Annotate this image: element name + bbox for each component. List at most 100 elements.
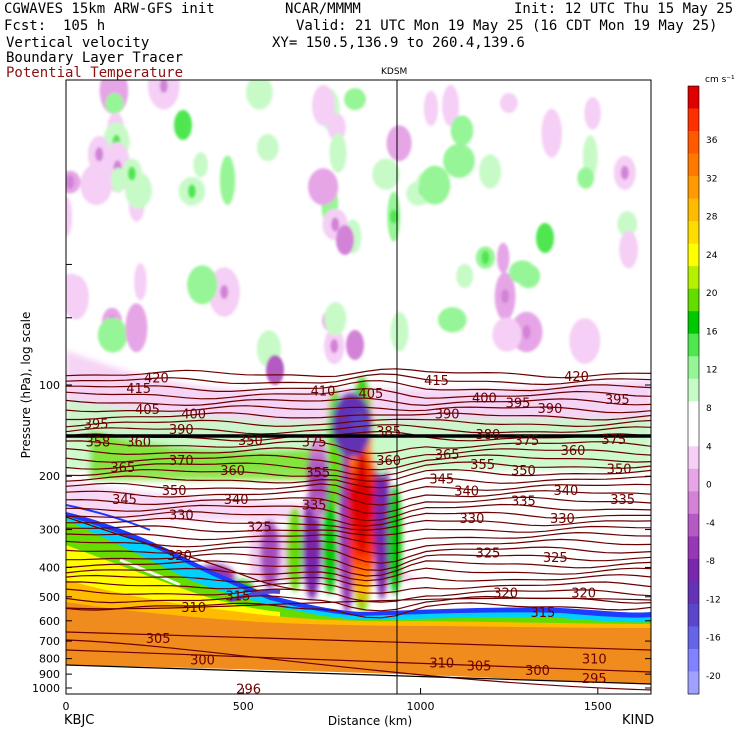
theta-label: 360 [220,464,245,479]
theta-label: 360 [376,454,401,469]
theta-contour-low [66,649,651,673]
theta-label: 415 [126,382,151,397]
theta-label: 390 [169,423,194,438]
theta-contour [66,560,651,577]
colorbar-swatch [688,288,699,312]
wave-blob [577,167,595,189]
theta-label: 300 [190,653,215,668]
colorbar-tick-label: 36 [706,136,718,146]
theta-contour-low [66,639,651,691]
theta-label: 340 [224,493,249,508]
theta-label: 355 [470,458,495,473]
theta-label: 365 [435,448,460,463]
wave-blob [66,275,89,320]
colorbar-swatch [688,378,699,402]
colorbar-swatch [688,468,699,492]
wave-blob [619,230,638,269]
colorbar-unit: cm s⁻¹ [705,75,735,85]
theta-label: 300 [525,664,550,679]
colorbar-swatch [688,221,699,245]
theta-contour [66,496,651,515]
wave-blob [442,84,459,127]
field-label-boundary-layer-tracer: Boundary Layer Tracer [6,50,184,66]
theta-contour [66,503,651,522]
theta-label: 395 [605,393,630,408]
theta-label: 340 [553,484,578,499]
theta-contour [66,489,651,506]
wave-blob [390,311,409,352]
theta-label: 365 [110,461,135,476]
theta-label: 320 [167,549,192,564]
colorbar-tick-label: 32 [706,174,717,184]
theta-contour [66,440,651,455]
colorbar-swatch [688,558,699,582]
theta-contour [66,567,651,582]
theta-label: 320 [571,586,596,601]
wave-blob [438,307,467,333]
theta-contour [66,581,651,594]
theta-label: 395 [506,396,531,411]
wave-blob [308,168,339,206]
theta-label: 315 [530,606,555,621]
y-tick-label: 1000 [32,682,60,695]
colorbar-swatch [688,311,699,335]
wave-blob [509,260,536,284]
theta-contour [66,602,651,619]
theta-contour [66,553,651,571]
field-label-vertical-velocity: Vertical velocity [6,35,150,51]
theta-contour [66,380,651,392]
colorbar-swatch [688,153,699,177]
colorbar-swatch [688,581,699,605]
wave-blob [256,133,279,162]
wave-blob [497,242,510,274]
colorbar-swatch [688,176,699,200]
colorbar-swatch [688,603,699,627]
theta-contour [66,546,651,564]
theta-label: 335 [511,494,536,509]
colorbar-tick-label: -20 [706,672,721,682]
wave-blob [327,113,346,142]
colorbar-swatch [688,491,699,515]
wave-blob [584,97,601,130]
theta-contour-low [66,631,651,651]
wave-blob-core [187,184,196,199]
wave-blob [312,85,336,126]
theta-label: 305 [146,632,171,647]
theta-contour [66,482,651,497]
plot-frame [65,79,652,695]
wave-blob [187,265,218,305]
theta-label: 350 [511,464,536,479]
x-tick-label: 0 [63,700,70,713]
colorbar-swatch [688,243,699,267]
wave-blob [450,115,474,146]
theta-label: 350 [162,484,187,499]
theta-label: 295 [582,672,607,687]
colorbar-swatch [688,513,699,537]
colorbar-swatch [688,108,699,132]
theta-label: 310 [429,656,454,671]
theta-label: 330 [460,512,485,527]
wave-blob-core [159,80,168,93]
wave-blob-strong [174,110,192,140]
y-axis-label: Pressure (hPa), log scale [19,312,33,459]
wave-blob [423,90,439,126]
theta-contour [66,397,651,407]
forecast-hour: Fcst: 105 h [4,18,106,34]
colorbar-tick-label: 24 [706,251,718,261]
wave-blob [569,318,601,364]
theta-label: 310 [582,652,607,667]
colorbar-swatch [688,131,699,155]
wave-blob-core [501,289,510,304]
theta-label: 345 [429,472,454,487]
wave-blob-core [522,325,531,339]
wave-blob [66,196,73,237]
theta-label: 405 [358,387,383,402]
wave-blob-core [127,166,136,181]
theta-contour [66,538,651,555]
theta-contour [66,454,651,471]
wave-blob-core [330,339,339,354]
theta-label: 410 [311,384,336,399]
theta-label: 296 [236,683,261,698]
